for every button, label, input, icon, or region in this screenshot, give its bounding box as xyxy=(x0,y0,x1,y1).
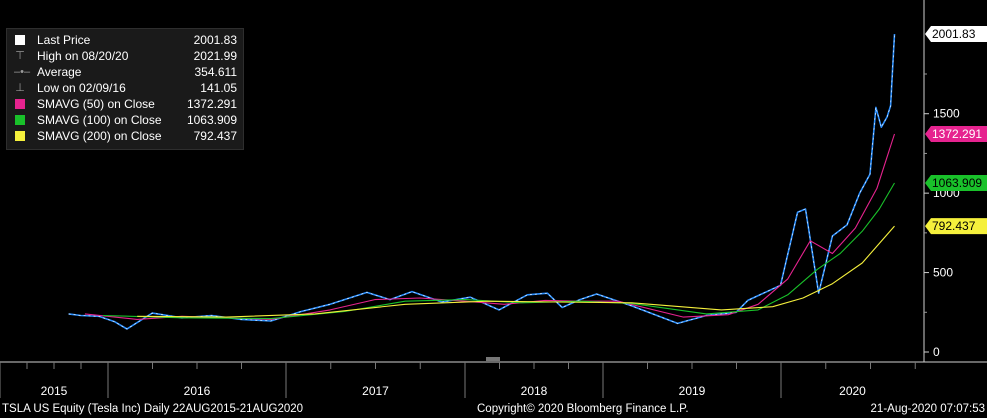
chart-footer: TSLA US Equity (Tesla Inc) Daily 22AUG20… xyxy=(0,400,987,418)
scroll-grip xyxy=(486,357,500,361)
legend-item-low: ⊥ Low on 02/09/16 141.05 xyxy=(15,81,237,95)
chart-legend: Last Price 2001.83 ⊤ High on 08/20/20 20… xyxy=(6,28,244,150)
sma50-swatch-icon xyxy=(15,99,25,109)
price-label-1: 1372.291 xyxy=(925,126,987,143)
price-label-bg-3 xyxy=(925,218,987,235)
high-marker-icon: ⊤ xyxy=(15,50,25,62)
x-tick-label-2020: 2020 xyxy=(839,384,866,398)
series-price-overlay xyxy=(68,33,895,330)
price-label-3: 792.437 xyxy=(925,218,987,235)
series-line-2 xyxy=(102,182,895,320)
footer-security-info: TSLA US Equity (Tesla Inc) Daily 22AUG20… xyxy=(2,403,304,415)
price-label-bg-1 xyxy=(925,126,987,143)
x-tick-label-2016: 2016 xyxy=(184,384,211,398)
legend-item-last-price: Last Price 2001.83 xyxy=(11,32,239,48)
price-label-text-2: 1063.909 xyxy=(932,176,982,190)
legend-item-sma200: SMAVG (200) on Close 792.437 xyxy=(11,128,239,144)
sma100-swatch-icon xyxy=(15,115,25,125)
legend-item-high: ⊤ High on 08/20/20 2021.99 xyxy=(15,49,237,63)
legend-item-sma50: SMAVG (50) on Close 1372.291 xyxy=(11,96,239,112)
footer-copyright: Copyright© 2020 Bloomberg Finance L.P. xyxy=(477,403,689,415)
x-tick-label-2018: 2018 xyxy=(521,384,548,398)
x-tick-label-2015: 2015 xyxy=(41,384,68,398)
sma200-swatch-icon xyxy=(15,131,25,141)
legend-item-sma100: SMAVG (100) on Close 1063.909 xyxy=(11,112,239,128)
series-line-3 xyxy=(137,225,895,318)
price-label-text-3: 792.437 xyxy=(932,219,976,233)
last-price-box-icon xyxy=(15,35,25,45)
x-tick-label-2017: 2017 xyxy=(362,384,389,398)
legend-item-average: –•– Average 354.611 xyxy=(14,65,237,79)
y-tick-label-500: 500 xyxy=(933,266,953,280)
price-label-text-0: 2001.83 xyxy=(932,27,976,41)
price-label-bg-2 xyxy=(925,174,987,191)
price-label-bg-0 xyxy=(925,26,987,42)
price-label-2: 1063.909 xyxy=(925,174,987,191)
low-marker-icon: ⊥ xyxy=(15,82,25,94)
series-line-1 xyxy=(84,133,896,320)
y-tick-label-0: 0 xyxy=(933,345,940,359)
footer-timestamp: 21-Aug-2020 07:07:53 xyxy=(870,403,985,415)
y-tick-label-1500: 1500 xyxy=(933,107,960,121)
price-label-text-1: 1372.291 xyxy=(932,127,982,141)
average-marker-icon: –•– xyxy=(14,66,31,78)
x-tick-label-2019: 2019 xyxy=(679,384,706,398)
price-label-0: 2001.83 xyxy=(925,26,987,42)
